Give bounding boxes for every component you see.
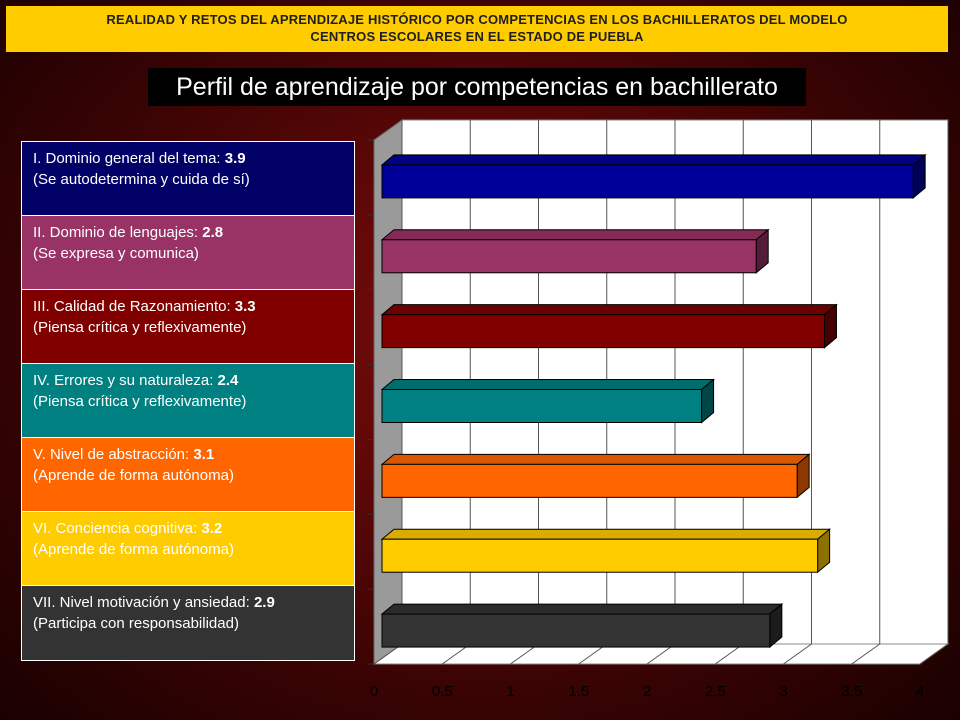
bar	[381, 239, 757, 274]
legend-value: 2.8	[202, 224, 224, 241]
competency-legend: I. Dominio general del tema: 3.9 (Se aut…	[21, 141, 355, 661]
legend-item: VII. Nivel motivación y ansiedad: 2.9 (P…	[22, 586, 354, 660]
legend-label: I. Dominio general del tema:	[33, 150, 225, 167]
legend-item: I. Dominio general del tema: 3.9 (Se aut…	[22, 142, 354, 216]
legend-value: 3.9	[224, 150, 246, 167]
bar	[381, 613, 771, 648]
legend-item: IV. Errores y su naturaleza: 2.4 (Piensa…	[22, 364, 354, 438]
legend-detail: (Se expresa y comunica)	[33, 245, 199, 262]
bar-top	[380, 154, 927, 166]
x-tick-label: 2	[643, 683, 651, 700]
legend-item: III. Calidad de Razonamiento: 3.3 (Piens…	[22, 290, 354, 364]
bar-top	[380, 453, 811, 465]
header-line-2: CENTROS ESCOLARES EN EL ESTADO DE PUEBLA	[310, 29, 644, 44]
legend-value: 2.4	[217, 372, 239, 389]
legend-label: VI. Conciencia cognitiva:	[33, 520, 202, 537]
chart-subtitle: Perfil de aprendizaje por competencias e…	[148, 68, 806, 106]
legend-item: II. Dominio de lenguajes: 2.8 (Se expres…	[22, 216, 354, 290]
x-tick-label: 3	[779, 683, 787, 700]
legend-label: VII. Nivel motivación y ansiedad:	[33, 594, 254, 611]
bar-top	[380, 528, 832, 540]
x-tick-label: 0	[370, 683, 378, 700]
legend-value: 2.9	[253, 594, 275, 611]
x-tick-label: 1	[506, 683, 514, 700]
bar-top	[380, 229, 770, 241]
legend-label: III. Calidad de Razonamiento:	[33, 298, 235, 315]
floor-gridline	[851, 643, 881, 665]
legend-detail: (Se autodetermina y cuida de sí)	[33, 171, 250, 188]
legend-detail: (Aprende de forma autónoma)	[33, 467, 234, 484]
x-tick-label: 3.5	[841, 683, 862, 700]
legend-label: V. Nivel de abstracción:	[33, 446, 194, 463]
x-tick-label: 0.5	[432, 683, 453, 700]
bar-top	[380, 603, 784, 615]
legend-item: V. Nivel de abstracción: 3.1 (Aprende de…	[22, 438, 354, 512]
bar-top	[380, 379, 715, 390]
bar	[381, 164, 914, 199]
bar-top	[380, 304, 838, 316]
x-tick-label: 2.5	[705, 683, 726, 700]
header-line-1: REALIDAD Y RETOS DEL APRENDIZAJE HISTÓRI…	[106, 12, 848, 27]
bar	[381, 389, 703, 423]
legend-detail: (Piensa crítica y reflexivamente)	[33, 319, 247, 336]
header-banner: REALIDAD Y RETOS DEL APRENDIZAJE HISTÓRI…	[6, 6, 948, 52]
floor-gridline	[919, 643, 949, 665]
legend-label: IV. Errores y su naturaleza:	[33, 372, 218, 389]
legend-label: II. Dominio de lenguajes:	[33, 224, 203, 241]
legend-detail: (Piensa crítica y reflexivamente)	[33, 393, 247, 410]
legend-item: VI. Conciencia cognitiva: 3.2 (Aprende d…	[22, 512, 354, 586]
legend-value: 3.3	[234, 298, 256, 315]
bar	[381, 538, 819, 573]
legend-detail: (Aprende de forma autónoma)	[33, 541, 234, 558]
floor-gridline	[783, 643, 812, 665]
x-tick-label: 4	[916, 683, 924, 700]
legend-detail: (Participa con responsabilidad)	[33, 615, 239, 632]
bar	[381, 314, 825, 349]
x-tick-label: 1.5	[568, 683, 589, 700]
legend-value: 3.2	[201, 520, 223, 537]
bar	[381, 463, 798, 498]
legend-value: 3.1	[193, 446, 215, 463]
